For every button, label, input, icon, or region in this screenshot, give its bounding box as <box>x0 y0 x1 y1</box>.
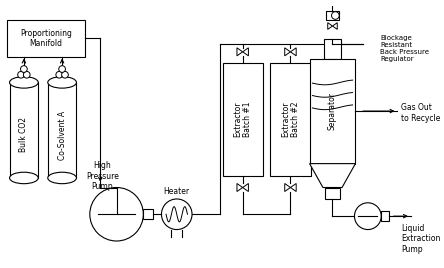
Circle shape <box>59 66 65 72</box>
Polygon shape <box>333 23 337 29</box>
Text: Bulk CO2: Bulk CO2 <box>20 117 28 152</box>
Bar <box>326 11 339 20</box>
Text: Proportioning
Manifold: Proportioning Manifold <box>20 29 72 48</box>
Circle shape <box>162 199 192 230</box>
Text: Extractor
Batch #1: Extractor Batch #1 <box>233 102 252 137</box>
Circle shape <box>18 71 24 78</box>
Bar <box>143 210 153 219</box>
Text: Separator: Separator <box>328 92 337 130</box>
Text: High
Pressure
Pump: High Pressure Pump <box>86 161 119 191</box>
Bar <box>48 82 76 178</box>
Polygon shape <box>237 48 243 56</box>
Ellipse shape <box>48 77 76 88</box>
Bar <box>325 188 340 199</box>
Ellipse shape <box>48 172 76 184</box>
Polygon shape <box>243 48 248 56</box>
Ellipse shape <box>10 77 38 88</box>
Polygon shape <box>237 184 243 192</box>
Bar <box>10 82 38 178</box>
Text: Gas Out
to Recycle: Gas Out to Recycle <box>401 103 440 123</box>
Bar <box>270 63 310 176</box>
Polygon shape <box>309 164 356 188</box>
Bar <box>381 211 389 221</box>
Circle shape <box>332 12 339 19</box>
Circle shape <box>90 188 143 241</box>
Polygon shape <box>243 184 248 192</box>
Polygon shape <box>285 184 290 192</box>
Bar <box>309 58 356 164</box>
Circle shape <box>24 71 30 78</box>
Bar <box>7 20 85 57</box>
Circle shape <box>20 66 27 72</box>
Circle shape <box>56 71 63 78</box>
Polygon shape <box>285 48 290 56</box>
Ellipse shape <box>10 172 38 184</box>
Text: Heater: Heater <box>164 187 190 196</box>
Polygon shape <box>290 48 296 56</box>
Bar <box>324 39 341 58</box>
Circle shape <box>354 203 381 230</box>
Text: Extractor
Batch #2: Extractor Batch #2 <box>281 102 300 137</box>
Text: Blockage
Resistant
Back Pressure
Regulator: Blockage Resistant Back Pressure Regulat… <box>380 35 429 62</box>
Circle shape <box>62 71 68 78</box>
Polygon shape <box>328 23 333 29</box>
Text: Liquid
Extraction
Pump: Liquid Extraction Pump <box>401 224 440 254</box>
Polygon shape <box>290 184 296 192</box>
Text: Co-Solvent A: Co-Solvent A <box>58 110 67 159</box>
Bar <box>222 63 263 176</box>
